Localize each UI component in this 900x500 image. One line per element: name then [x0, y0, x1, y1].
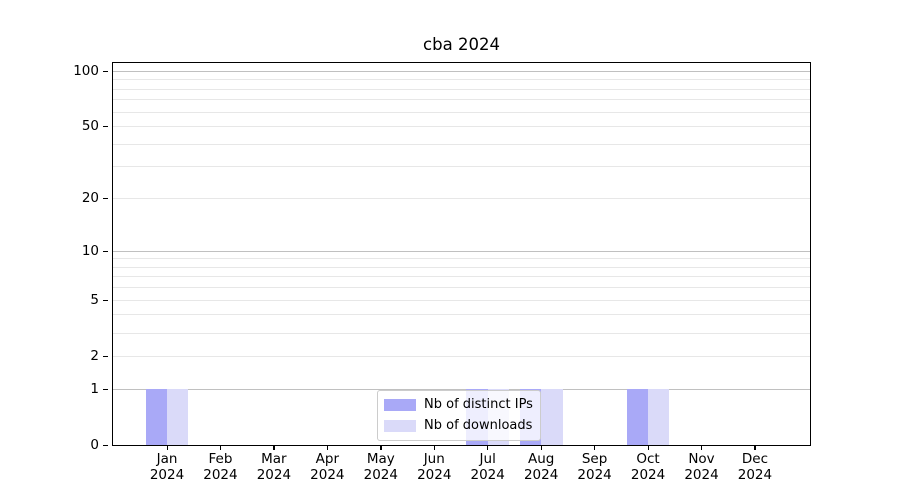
y-gridline-minor [113, 276, 810, 278]
y-gridline-minor [113, 79, 810, 81]
plot-area: Nb of distinct IPs Nb of downloads [112, 62, 811, 446]
month-label: Jan [156, 451, 178, 467]
x-axis-tick-label: Jul 2024 [458, 451, 518, 483]
y-axis-tick-label: 0 [90, 437, 99, 453]
year-label: 2024 [256, 467, 292, 483]
legend-swatch-downloads [384, 420, 416, 432]
legend-swatch-distinct-ips [384, 399, 416, 411]
year-label: 2024 [523, 467, 559, 483]
y-gridline-minor [113, 314, 810, 316]
y-gridline-minor [113, 166, 810, 168]
x-axis-tick-label: Oct 2024 [618, 451, 678, 483]
x-axis-tick-label: Nov 2024 [672, 451, 732, 483]
y-gridline-minor [113, 198, 810, 200]
y-gridline-minor [113, 287, 810, 289]
y-axis-tick-label: 2 [90, 347, 99, 364]
legend-label-downloads: Nb of downloads [424, 418, 533, 433]
year-label: 2024 [149, 467, 185, 483]
year-label: 2024 [203, 467, 238, 483]
month-label: Apr [315, 451, 340, 467]
x-axis-tick [701, 445, 703, 450]
y-gridline-minor [113, 111, 810, 113]
y-axis-tick-label: 1 [90, 380, 99, 397]
x-axis-tick-label: Mar 2024 [244, 451, 304, 483]
legend-item-distinct-ips: Nb of distinct IPs [384, 397, 533, 413]
x-axis-tick-label: Aug 2024 [511, 451, 571, 483]
legend-label-distinct-ips: Nb of distinct IPs [424, 397, 533, 412]
bar-nb-of-downloads-0 [167, 388, 189, 445]
y-gridline-minor [113, 355, 810, 357]
bar-nb-of-downloads-9 [648, 388, 670, 445]
x-axis-tick [273, 445, 275, 450]
y-gridline-minor [113, 88, 810, 90]
month-label: Jul [479, 451, 496, 467]
x-axis-tick [326, 445, 329, 450]
y-gridline-major [113, 250, 810, 252]
x-axis-tick [594, 445, 596, 450]
y-gridline-minor [113, 143, 810, 145]
y-axis-tick [103, 250, 108, 252]
bar-nb-of-downloads-7 [541, 388, 563, 445]
year-label: 2024 [684, 467, 719, 483]
y-gridline-minor [113, 332, 810, 334]
y-axis-tick-label: 5 [90, 291, 99, 308]
year-label: 2024 [737, 467, 773, 483]
y-gridline-minor [113, 266, 810, 268]
y-axis-tick-label: 10 [81, 242, 99, 259]
year-label: 2024 [630, 467, 666, 483]
y-gridline-minor [113, 99, 810, 101]
y-gridline-minor [113, 299, 810, 301]
bar-nb-of-distinct-ips-0 [145, 388, 167, 445]
y-axis-tick-label: 20 [81, 190, 99, 207]
year-label: 2024 [363, 467, 398, 483]
y-axis-tick [103, 126, 108, 128]
y-axis-tick [103, 355, 108, 358]
month-label: Dec [741, 451, 768, 467]
month-label: Mar [261, 451, 287, 467]
month-label: Sep [581, 451, 608, 467]
x-axis-tick-label: Jan 2024 [137, 451, 197, 483]
y-axis-tick [103, 445, 108, 447]
y-axis-tick-label: 50 [81, 118, 99, 135]
y-gridline-major [113, 70, 810, 72]
y-gridline-major [113, 388, 810, 390]
x-axis-tick-label: Sep 2024 [565, 451, 625, 483]
year-label: 2024 [470, 467, 505, 483]
y-axis-tick [103, 299, 108, 301]
year-label: 2024 [417, 467, 452, 483]
x-axis-tick-label: Feb 2024 [190, 451, 250, 483]
x-axis-tick-label: Dec 2024 [725, 451, 785, 483]
y-gridline-minor [113, 258, 810, 260]
legend-item-downloads: Nb of downloads [384, 418, 533, 434]
x-axis-tick [487, 445, 489, 450]
month-label: Jun [423, 451, 445, 467]
x-axis-tick [219, 445, 222, 450]
y-axis-tick [103, 388, 108, 391]
x-axis-tick [380, 445, 382, 450]
y-gridline-minor [113, 126, 810, 128]
year-label: 2024 [577, 467, 612, 483]
x-axis-tick-label: Apr 2024 [297, 451, 357, 483]
y-axis-tick-label: 100 [73, 62, 99, 79]
x-axis-tick-label: May 2024 [351, 451, 411, 483]
x-axis-tick-label: Jun 2024 [404, 451, 464, 483]
month-label: Oct [636, 451, 660, 467]
month-label: Nov [688, 451, 715, 467]
month-label: Aug [527, 451, 555, 467]
x-axis-tick [540, 445, 542, 450]
x-axis-tick [647, 445, 649, 450]
month-label: May [366, 451, 395, 467]
y-axis-tick [103, 198, 108, 200]
x-axis-tick [433, 445, 436, 450]
y-axis-tick [103, 70, 108, 72]
x-axis-tick [166, 445, 168, 450]
legend: Nb of distinct IPs Nb of downloads [377, 390, 541, 441]
year-label: 2024 [310, 467, 345, 483]
x-axis-tick [754, 445, 756, 450]
chart-title: cba 2024 [423, 35, 500, 54]
bar-nb-of-distinct-ips-9 [626, 388, 649, 445]
month-label: Feb [208, 451, 233, 467]
